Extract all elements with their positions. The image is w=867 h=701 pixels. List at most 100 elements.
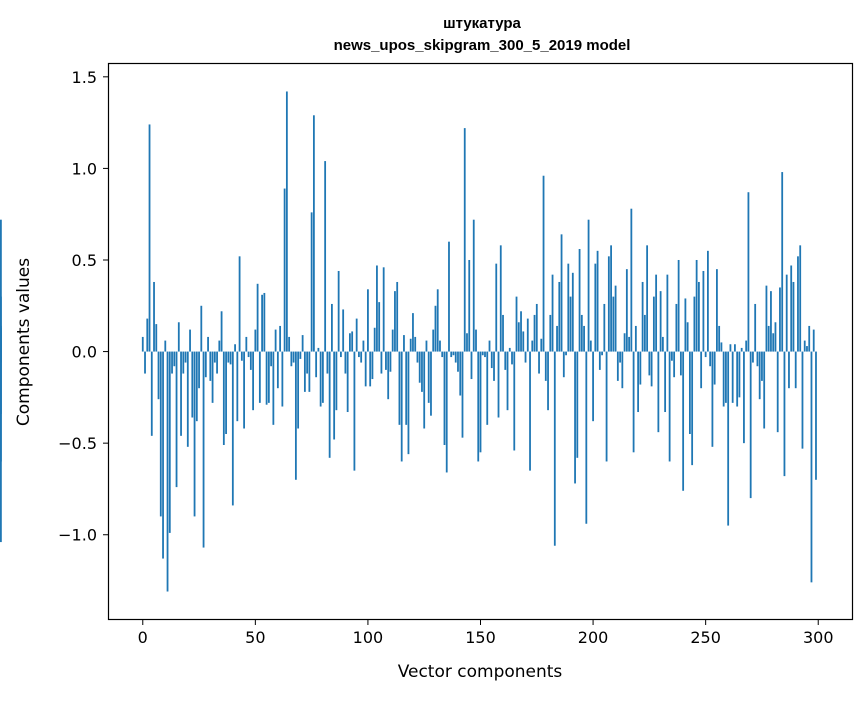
bar-component-11 bbox=[166, 351, 169, 592]
bar-component-25 bbox=[198, 351, 200, 389]
bar-component-23 bbox=[193, 351, 196, 517]
bar-component-58 bbox=[272, 351, 275, 425]
bar-component-21 bbox=[189, 329, 191, 352]
bar-component-139 bbox=[454, 351, 457, 363]
bar-component-208 bbox=[610, 245, 612, 352]
bar-component-27 bbox=[202, 351, 205, 548]
bar-component-226 bbox=[650, 351, 653, 387]
bar-component-173 bbox=[531, 340, 534, 352]
bar-component-294 bbox=[803, 340, 806, 352]
bar-component-192 bbox=[574, 351, 576, 484]
bar-component-267 bbox=[743, 351, 745, 444]
bar-component-153 bbox=[486, 351, 489, 425]
bar-component-236 bbox=[673, 351, 676, 378]
bar-component-71 bbox=[301, 335, 304, 352]
bar-component-255 bbox=[716, 269, 718, 352]
bar-component-167 bbox=[517, 322, 520, 352]
x-tick-label: 0 bbox=[138, 628, 148, 647]
bar-component-178 bbox=[542, 175, 545, 352]
bar-component-129 bbox=[432, 329, 435, 352]
bar-component-72 bbox=[303, 351, 306, 392]
bar-component-272 bbox=[754, 303, 757, 352]
bar-component-126 bbox=[425, 340, 428, 352]
bar-component-118 bbox=[407, 351, 410, 455]
bar-component-190 bbox=[569, 296, 572, 352]
y-tick-label: 0.5 bbox=[72, 251, 97, 270]
bar-component-114 bbox=[398, 351, 401, 425]
bar-component-279 bbox=[770, 291, 772, 352]
bar-component-124 bbox=[421, 351, 423, 392]
bar-component-104 bbox=[376, 265, 378, 352]
bar-component-49 bbox=[252, 351, 254, 411]
bar-component-292 bbox=[799, 245, 802, 352]
bar-component-280 bbox=[772, 333, 775, 352]
bar-component-125 bbox=[423, 351, 426, 429]
bar-component-91 bbox=[346, 351, 349, 413]
bar-component-184 bbox=[556, 325, 558, 352]
bar-component-90 bbox=[344, 351, 347, 374]
bar-component-122 bbox=[416, 351, 419, 363]
bar-component-48 bbox=[249, 351, 252, 370]
bar-component-287 bbox=[788, 351, 790, 389]
bar-component-189 bbox=[567, 263, 570, 352]
bar-component-148 bbox=[475, 329, 477, 352]
bar-component-14 bbox=[173, 351, 176, 367]
bar-component-130 bbox=[434, 305, 437, 352]
x-tick-label: 100 bbox=[353, 628, 384, 647]
bar-component-237 bbox=[675, 303, 678, 352]
bar-component-94 bbox=[353, 351, 356, 471]
bar-component-112 bbox=[394, 291, 396, 352]
x-tick-label: 50 bbox=[245, 628, 265, 647]
bar-component-263 bbox=[734, 344, 736, 352]
bar-component-258 bbox=[722, 351, 725, 407]
bar-component-115 bbox=[400, 351, 403, 462]
bar-component-undefined bbox=[0, 351, 2, 414]
bar-component-142 bbox=[461, 351, 464, 438]
bar-component-231 bbox=[661, 336, 664, 352]
bar-component-207 bbox=[607, 256, 610, 352]
bar-component-12 bbox=[168, 351, 171, 533]
bar-component-111 bbox=[391, 329, 394, 352]
bar-component-242 bbox=[686, 322, 689, 352]
bar-component-62 bbox=[281, 351, 284, 407]
bar-component-120 bbox=[412, 313, 414, 352]
bar-component-264 bbox=[736, 351, 739, 407]
bar-component-281 bbox=[774, 322, 777, 352]
bar-component-210 bbox=[614, 285, 617, 352]
bar-component-196 bbox=[583, 325, 585, 352]
bar-component-19 bbox=[184, 351, 187, 363]
bar-component-34 bbox=[218, 340, 221, 352]
bar-component-278 bbox=[767, 325, 770, 352]
bar-component-214 bbox=[623, 333, 626, 352]
bar-component-185 bbox=[558, 281, 561, 352]
x-tick-label: 150 bbox=[465, 628, 496, 647]
y-tick-label: −0.5 bbox=[58, 434, 97, 453]
bar-component-262 bbox=[731, 351, 734, 403]
chart-title: штукатура bbox=[443, 15, 521, 32]
bar-component-116 bbox=[403, 335, 405, 352]
bar-component-0 bbox=[141, 336, 144, 352]
bar-component-39 bbox=[229, 351, 232, 365]
bar-component-194 bbox=[578, 249, 581, 352]
bar-component-31 bbox=[211, 351, 214, 403]
bar-component-191 bbox=[571, 272, 574, 352]
bar-component-46 bbox=[245, 336, 248, 352]
bar-component-66 bbox=[290, 351, 293, 367]
bar-component-295 bbox=[806, 346, 808, 352]
bar-component-147 bbox=[472, 219, 475, 352]
bar-component-218 bbox=[632, 351, 635, 453]
bar-component-92 bbox=[349, 333, 351, 352]
bar-component-10 bbox=[164, 340, 167, 352]
bar-component-136 bbox=[448, 241, 450, 352]
bar-component-159 bbox=[499, 245, 502, 352]
bar-component-241 bbox=[684, 298, 687, 352]
bar-component-169 bbox=[522, 331, 525, 352]
bar-component-77 bbox=[315, 351, 318, 378]
bar-component-274 bbox=[758, 351, 761, 400]
bar-component-59 bbox=[274, 329, 277, 352]
bar-component-227 bbox=[652, 296, 655, 352]
bar-component-67 bbox=[292, 351, 295, 363]
bar-component-121 bbox=[414, 336, 417, 352]
bar-component-83 bbox=[328, 351, 331, 458]
